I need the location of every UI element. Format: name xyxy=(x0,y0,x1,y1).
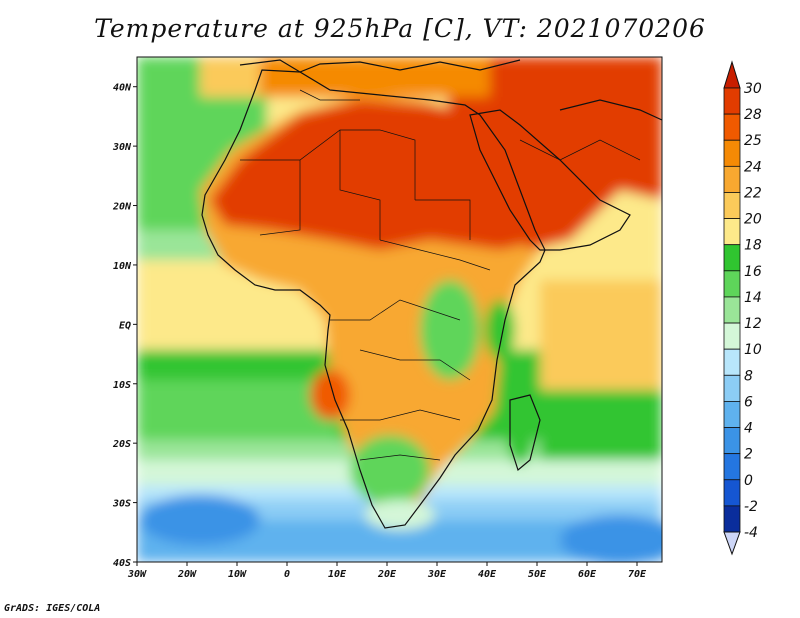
colorbar-label: 8 xyxy=(744,368,753,384)
colorbar-label: 24 xyxy=(744,159,762,175)
lat-tick-label: 40S xyxy=(113,558,131,569)
map-frame xyxy=(136,56,663,563)
colorbar-swatch xyxy=(723,374,741,402)
coastline-outline xyxy=(201,59,662,529)
country-borders xyxy=(240,89,641,461)
lon-tick-label: 70E xyxy=(628,569,647,580)
footer-credit: GrADS: IGES/COLA xyxy=(4,603,101,614)
colorbar-swatch xyxy=(723,165,741,193)
lon-tick-label: 20E xyxy=(377,569,397,580)
colorbar-swatch xyxy=(723,322,741,350)
lon-tick-label: 30E xyxy=(427,569,447,580)
colorbar-swatch xyxy=(723,505,741,533)
colorbar-swatch xyxy=(723,244,741,272)
colorbar-over-arrow xyxy=(723,60,741,89)
colorbar-swatch xyxy=(723,479,741,507)
lat-axis: 40N 30N 20N 10N EQ 10S 20S 30S 40S xyxy=(112,83,137,569)
colorbar-swatch xyxy=(723,270,741,298)
colorbar-label: 16 xyxy=(744,264,762,280)
colorbar-label: 2 xyxy=(744,447,753,463)
lat-tick-label: 30N xyxy=(112,142,132,153)
lat-tick-label: EQ xyxy=(119,320,131,331)
lon-tick-label: 50E xyxy=(528,569,547,580)
map-title: Temperature at 925hPa [C], VT: 202107020… xyxy=(94,14,706,43)
lat-tick-label: 20S xyxy=(112,439,131,450)
colorbar-swatch xyxy=(723,401,741,428)
lon-axis: 30W 20W 10W 0 10E 20E 30E 40E 50E 60E 70E xyxy=(127,562,647,580)
lat-tick-label: 10S xyxy=(113,380,131,391)
colorbar-label: 22 xyxy=(744,185,762,201)
colorbar-label: -4 xyxy=(744,525,758,541)
colorbar-label: 18 xyxy=(744,238,762,254)
colorbar-label: 30 xyxy=(744,81,762,97)
temperature-field xyxy=(137,57,662,562)
colorbar-label: 12 xyxy=(744,316,762,332)
colorbar-swatch xyxy=(723,87,741,115)
colorbar-label: 28 xyxy=(744,107,762,123)
colorbar-label: 6 xyxy=(744,394,753,410)
colorbar-label: 10 xyxy=(744,342,762,358)
lon-tick-label: 10W xyxy=(228,569,247,580)
lat-tick-label: 30S xyxy=(112,499,131,510)
colorbar-swatch xyxy=(723,113,741,141)
lon-tick-label: 30W xyxy=(127,569,147,580)
colorbar-swatch xyxy=(723,139,741,167)
colorbar-under-arrow xyxy=(723,531,741,556)
colorbar-swatch xyxy=(723,296,741,324)
colorbar-swatch xyxy=(723,192,741,219)
colorbar-label: 0 xyxy=(744,473,753,489)
lon-tick-label: 20W xyxy=(177,569,197,580)
colorbar-swatch xyxy=(723,348,741,376)
lat-tick-label: 40N xyxy=(113,83,132,94)
lon-tick-label: 60E xyxy=(578,569,597,580)
lon-tick-label: 10E xyxy=(328,569,347,580)
colorbar-label: 4 xyxy=(744,421,753,437)
colorbar-swatch xyxy=(723,427,741,455)
colorbar-label: -2 xyxy=(744,499,758,515)
colorbar-label: 14 xyxy=(744,290,762,306)
colorbar-swatch xyxy=(723,218,741,246)
colorbar-label: 20 xyxy=(744,212,762,228)
colorbar-swatch xyxy=(723,453,741,481)
lon-tick-label: 0 xyxy=(284,569,290,580)
colorbar-label: 25 xyxy=(744,133,762,149)
lon-tick-label: 40E xyxy=(478,569,497,580)
lat-tick-label: 20N xyxy=(112,202,132,213)
lat-tick-label: 10N xyxy=(113,261,132,272)
